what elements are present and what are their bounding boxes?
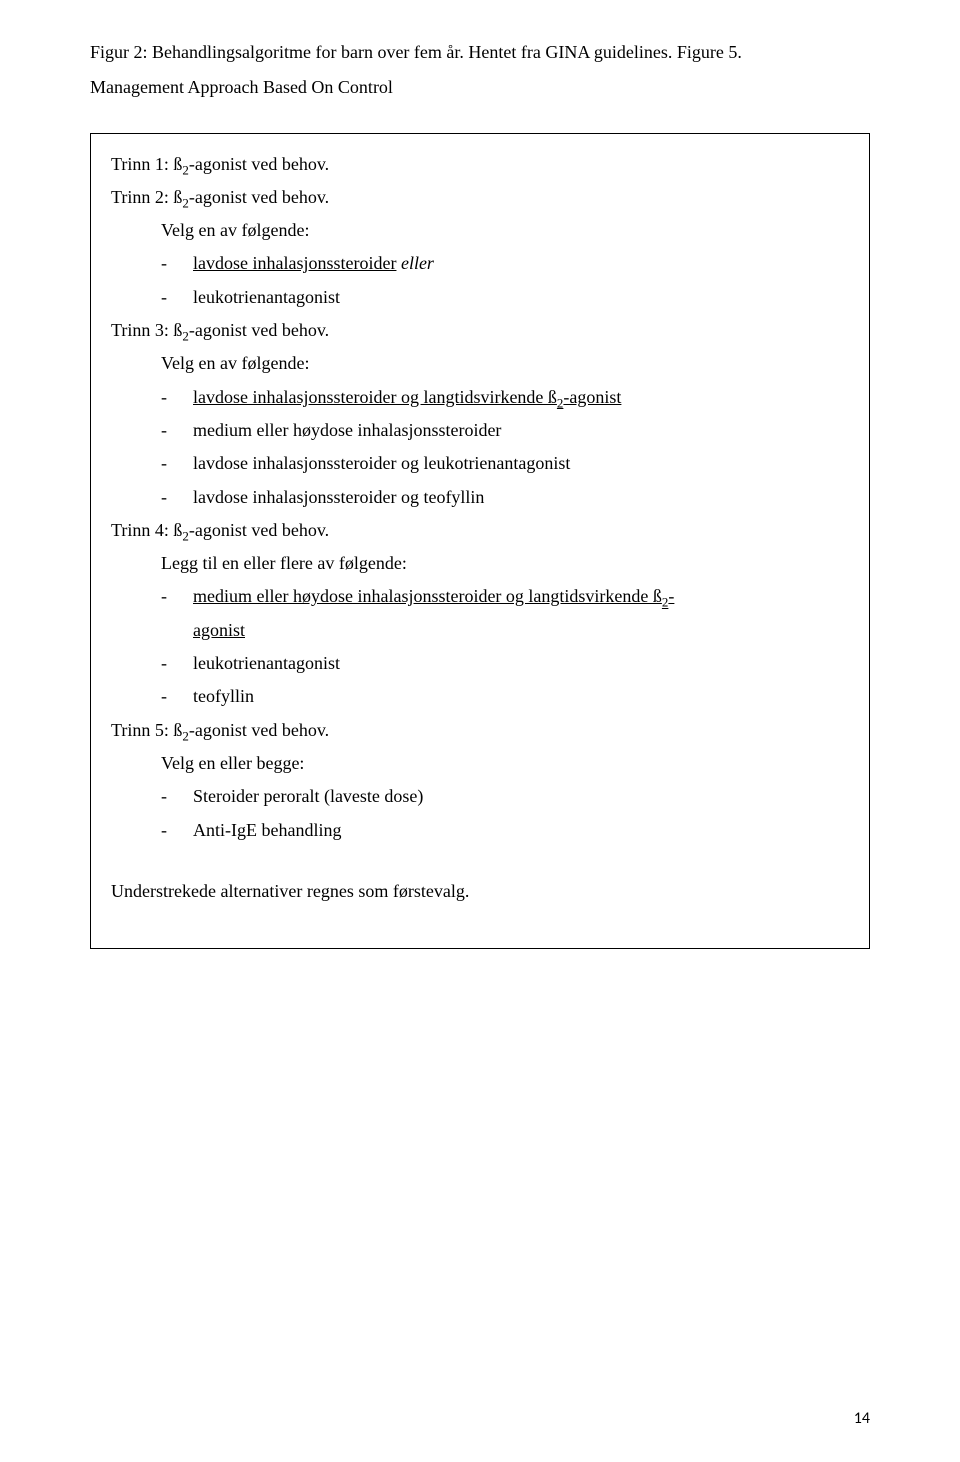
page-number: 14 xyxy=(854,1404,870,1434)
list-item: Anti-IgE behandling xyxy=(161,814,849,847)
list-item: Steroider peroralt (laveste dose) xyxy=(161,780,849,813)
trinn-1-text-pre: Trinn 1: ß xyxy=(111,154,182,174)
italic-text: eller xyxy=(396,253,434,273)
trinn-3-title: Trinn 3: ß2-agonist ved behov. xyxy=(111,314,849,347)
trinn-5-title: Trinn 5: ß2-agonist ved behov. xyxy=(111,714,849,747)
list-item: medium eller høydose inhalasjonssteroide… xyxy=(161,580,849,647)
trinn-4-choose: Legg til en eller flere av følgende: xyxy=(111,547,849,580)
spacer xyxy=(111,847,849,875)
list-item: lavdose inhalasjonssteroider eller xyxy=(161,247,849,280)
trinn-3-text-pre: Trinn 3: ß xyxy=(111,320,182,340)
footer-note: Understrekede alternativer regnes som fø… xyxy=(111,875,849,908)
list-item: medium eller høydose inhalasjonssteroide… xyxy=(161,414,849,447)
list-item: teofyllin xyxy=(161,680,849,713)
trinn-3-text-post: -agonist ved behov. xyxy=(189,320,329,340)
trinn-1-title: Trinn 1: ß2-agonist ved behov. xyxy=(111,148,849,181)
underlined-text-pre: lavdose inhalasjonssteroider og langtids… xyxy=(193,387,557,407)
trinn-2-text-post: -agonist ved behov. xyxy=(189,187,329,207)
trinn-4-text-post: -agonist ved behov. xyxy=(189,520,329,540)
list-item: leukotrienantagonist xyxy=(161,281,849,314)
underlined-text-pre: medium eller høydose inhalasjonssteroide… xyxy=(193,586,662,606)
trinn-4-title: Trinn 4: ß2-agonist ved behov. xyxy=(111,514,849,547)
underlined-agonist: agonist xyxy=(193,620,245,640)
trinn-3-list: lavdose inhalasjonssteroider og langtids… xyxy=(111,381,849,514)
list-item: lavdose inhalasjonssteroider og leukotri… xyxy=(161,447,849,480)
trinn-4-text-pre: Trinn 4: ß xyxy=(111,520,182,540)
trinn-5-text-post: -agonist ved behov. xyxy=(189,720,329,740)
list-item: lavdose inhalasjonssteroider og langtids… xyxy=(161,381,849,414)
figure-caption-line-1: Figur 2: Behandlingsalgoritme for barn o… xyxy=(90,36,870,69)
underlined-text-post: -agonist xyxy=(563,387,621,407)
underlined-text: lavdose inhalasjonssteroider xyxy=(193,253,396,273)
trinn-5-choose: Velg en eller begge: xyxy=(111,747,849,780)
trinn-2-text-pre: Trinn 2: ß xyxy=(111,187,182,207)
trinn-4-list: medium eller høydose inhalasjonssteroide… xyxy=(111,580,849,713)
trinn-2-choose: Velg en av følgende: xyxy=(111,214,849,247)
trinn-5-text-pre: Trinn 5: ß xyxy=(111,720,182,740)
figure-caption-line-2: Management Approach Based On Control xyxy=(90,71,870,104)
trinn-2-list: lavdose inhalasjonssteroider eller leuko… xyxy=(111,247,849,314)
trinn-3-choose: Velg en av følgende: xyxy=(111,347,849,380)
underlined-dash: - xyxy=(668,586,674,606)
list-item: lavdose inhalasjonssteroider og teofylli… xyxy=(161,481,849,514)
trinn-5-list: Steroider peroralt (laveste dose) Anti-I… xyxy=(111,780,849,847)
list-item: leukotrienantagonist xyxy=(161,647,849,680)
trinn-2-title: Trinn 2: ß2-agonist ved behov. xyxy=(111,181,849,214)
trinn-1-text-post: -agonist ved behov. xyxy=(189,154,329,174)
algorithm-box: Trinn 1: ß2-agonist ved behov. Trinn 2: … xyxy=(90,133,870,950)
